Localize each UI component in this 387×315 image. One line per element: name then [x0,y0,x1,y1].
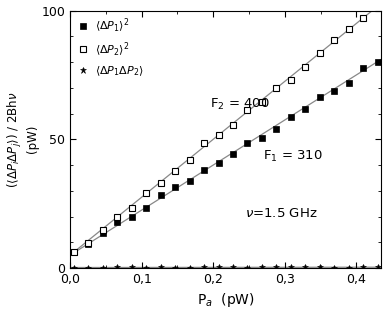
$\langle\Delta P_1\rangle^2$ [260,136,264,140]
$\langle\Delta P_2\rangle^2$ [274,86,279,89]
$\langle\Delta P_2\rangle^2$ [303,66,308,69]
$\langle\Delta P_1\Delta P_2\rangle$ [260,266,264,269]
$\langle\Delta P_1\rangle^2$ [71,250,76,254]
$\langle\Delta P_2\rangle^2$ [144,191,148,195]
Y-axis label: ($\langle\Delta P_i \Delta P_j\rangle$) / 2Bh$\nu$
(pW): ($\langle\Delta P_i \Delta P_j\rangle$) … [5,91,39,187]
$\langle\Delta P_1\rangle^2$ [158,193,163,197]
$\langle\Delta P_1\Delta P_2\rangle$ [144,266,148,270]
$\langle\Delta P_1\Delta P_2\rangle$ [231,265,235,269]
$\langle\Delta P_1\Delta P_2\rangle$ [347,266,351,270]
$\langle\Delta P_2\rangle^2$ [361,16,366,20]
$\langle\Delta P_2\rangle^2$ [202,141,206,145]
Text: $\nu$=1.5 GHz: $\nu$=1.5 GHz [245,207,318,220]
$\langle\Delta P_2\rangle^2$ [100,228,105,232]
$\langle\Delta P_1\rangle^2$ [216,161,221,164]
$\langle\Delta P_1\Delta P_2\rangle$ [274,265,279,269]
$\langle\Delta P_2\rangle^2$ [318,51,322,54]
$\langle\Delta P_1\Delta P_2\rangle$ [100,266,105,270]
$\langle\Delta P_1\rangle^2$ [318,95,322,99]
$\langle\Delta P_1\Delta P_2\rangle$ [216,265,221,269]
$\langle\Delta P_2\rangle^2$ [158,181,163,185]
$\langle\Delta P_1\rangle^2$ [144,206,148,210]
$\langle\Delta P_2\rangle^2$ [347,27,351,31]
$\langle\Delta P_1\rangle^2$ [231,152,235,155]
$\langle\Delta P_2\rangle^2$ [187,158,192,162]
$\langle\Delta P_1\rangle^2$ [289,115,293,119]
X-axis label: P$_a$  (pW): P$_a$ (pW) [197,291,255,309]
$\langle\Delta P_1\Delta P_2\rangle$ [129,266,134,269]
$\langle\Delta P_2\rangle^2$ [129,206,134,209]
Text: F$_2$ = 400: F$_2$ = 400 [210,97,269,112]
$\langle\Delta P_2\rangle^2$ [231,123,235,127]
$\langle\Delta P_1\Delta P_2\rangle$ [318,266,322,269]
$\langle\Delta P_2\rangle^2$ [245,108,250,112]
$\langle\Delta P_1\Delta P_2\rangle$ [245,266,250,270]
$\langle\Delta P_1\Delta P_2\rangle$ [332,266,337,270]
$\langle\Delta P_1\rangle^2$ [274,127,279,131]
$\langle\Delta P_1\rangle^2$ [303,107,308,111]
$\langle\Delta P_2\rangle^2$ [260,100,264,104]
$\langle\Delta P_1\Delta P_2\rangle$ [303,266,308,269]
$\langle\Delta P_1\rangle^2$ [115,220,120,224]
Legend: $\langle\Delta P_1\rangle^2$, $\langle\Delta P_2\rangle^2$, $\langle\Delta P_1\D: $\langle\Delta P_1\rangle^2$, $\langle\D… [75,15,146,81]
Text: F$_1$ = 310: F$_1$ = 310 [263,149,323,164]
$\langle\Delta P_1\rangle^2$ [86,242,91,246]
$\langle\Delta P_1\Delta P_2\rangle$ [202,265,206,269]
$\langle\Delta P_2\rangle^2$ [289,78,293,82]
$\langle\Delta P_1\rangle^2$ [361,66,366,69]
$\langle\Delta P_2\rangle^2$ [375,5,380,9]
$\langle\Delta P_2\rangle^2$ [216,133,221,137]
Line: $\langle\Delta P_1\rangle^2$: $\langle\Delta P_1\rangle^2$ [70,59,381,255]
$\langle\Delta P_2\rangle^2$ [86,242,91,245]
$\langle\Delta P_1\rangle^2$ [375,60,380,64]
$\langle\Delta P_1\rangle^2$ [129,215,134,219]
$\langle\Delta P_1\Delta P_2\rangle$ [115,265,120,269]
$\langle\Delta P_1\Delta P_2\rangle$ [187,266,192,270]
$\langle\Delta P_2\rangle^2$ [332,38,337,42]
$\langle\Delta P_1\Delta P_2\rangle$ [158,266,163,269]
$\langle\Delta P_1\Delta P_2\rangle$ [361,265,366,269]
$\langle\Delta P_1\rangle^2$ [202,168,206,172]
$\langle\Delta P_1\rangle^2$ [173,186,177,189]
$\langle\Delta P_1\rangle^2$ [332,89,337,93]
$\langle\Delta P_1\rangle^2$ [100,232,105,235]
$\langle\Delta P_1\Delta P_2\rangle$ [375,265,380,269]
$\langle\Delta P_1\rangle^2$ [187,179,192,183]
$\langle\Delta P_1\Delta P_2\rangle$ [289,265,293,269]
Line: $\langle\Delta P_2\rangle^2$: $\langle\Delta P_2\rangle^2$ [70,3,381,255]
$\langle\Delta P_2\rangle^2$ [173,169,177,173]
$\langle\Delta P_1\Delta P_2\rangle$ [71,266,76,270]
$\langle\Delta P_1\rangle^2$ [347,81,351,84]
Line: $\langle\Delta P_1\Delta P_2\rangle$: $\langle\Delta P_1\Delta P_2\rangle$ [70,263,381,272]
$\langle\Delta P_2\rangle^2$ [115,215,120,219]
$\langle\Delta P_1\Delta P_2\rangle$ [86,266,91,270]
$\langle\Delta P_2\rangle^2$ [71,250,76,254]
$\langle\Delta P_1\Delta P_2\rangle$ [173,266,177,269]
$\langle\Delta P_1\rangle^2$ [245,141,250,145]
